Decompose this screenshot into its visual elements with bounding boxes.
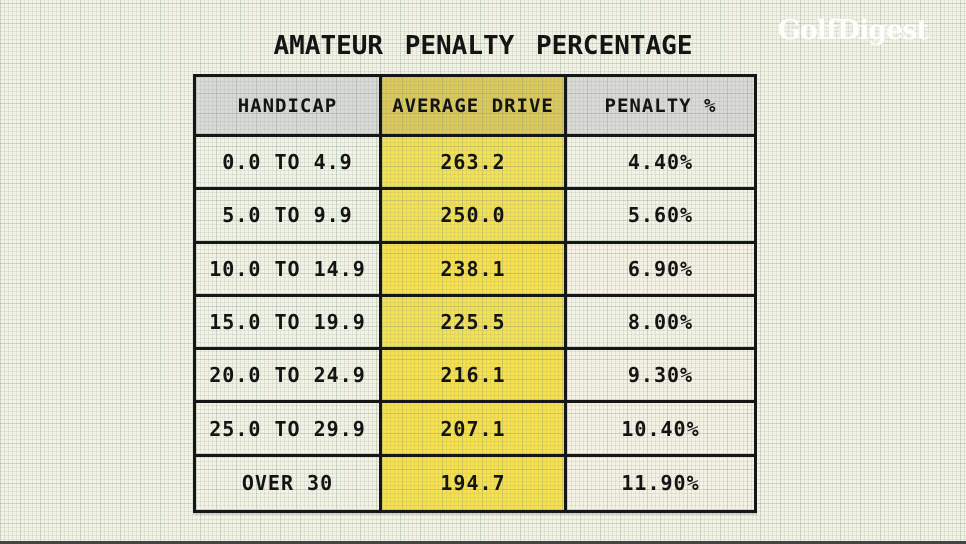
page-title: AMATEUR PENALTY PERCENTAGE bbox=[273, 31, 693, 61]
handicap-cell: 20.0 TO 24.9 bbox=[196, 350, 382, 404]
penalty-cell: 9.30% bbox=[567, 350, 754, 404]
penalty-table: HANDICAP AVERAGE DRIVE PENALTY % 0.0 TO … bbox=[193, 74, 757, 513]
penalty-cell: 8.00% bbox=[567, 296, 754, 351]
column-header-penalty: PENALTY % bbox=[567, 77, 754, 137]
handicap-cell: OVER 30 bbox=[196, 456, 382, 510]
average-drive-cell: 250.0 bbox=[382, 190, 567, 244]
average-drive-cell: 238.1 bbox=[382, 243, 567, 297]
penalty-cell: 10.40% bbox=[567, 403, 754, 457]
handicap-cell: 25.0 TO 29.9 bbox=[196, 403, 382, 457]
penalty-cell: 11.90% bbox=[567, 456, 754, 510]
handicap-cell: 10.0 TO 14.9 bbox=[196, 243, 382, 297]
average-drive-cell: 225.5 bbox=[382, 296, 567, 351]
column-header-average-drive: AVERAGE DRIVE bbox=[382, 77, 567, 137]
average-drive-cell: 216.1 bbox=[382, 350, 567, 404]
handicap-cell: 15.0 TO 19.9 bbox=[196, 296, 382, 351]
penalty-cell: 4.40% bbox=[567, 137, 754, 191]
bottom-edge-bar bbox=[0, 541, 966, 544]
average-drive-cell: 194.7 bbox=[382, 456, 567, 510]
handicap-cell: 5.0 TO 9.9 bbox=[196, 190, 382, 244]
golfdigest-logo: GolfDigest bbox=[777, 15, 929, 46]
penalty-cell: 5.60% bbox=[567, 190, 754, 244]
penalty-cell: 6.90% bbox=[567, 243, 754, 297]
handicap-cell: 0.0 TO 4.9 bbox=[196, 137, 382, 191]
average-drive-cell: 207.1 bbox=[382, 403, 567, 457]
average-drive-cell: 263.2 bbox=[382, 137, 567, 191]
column-header-handicap: HANDICAP bbox=[196, 77, 382, 137]
